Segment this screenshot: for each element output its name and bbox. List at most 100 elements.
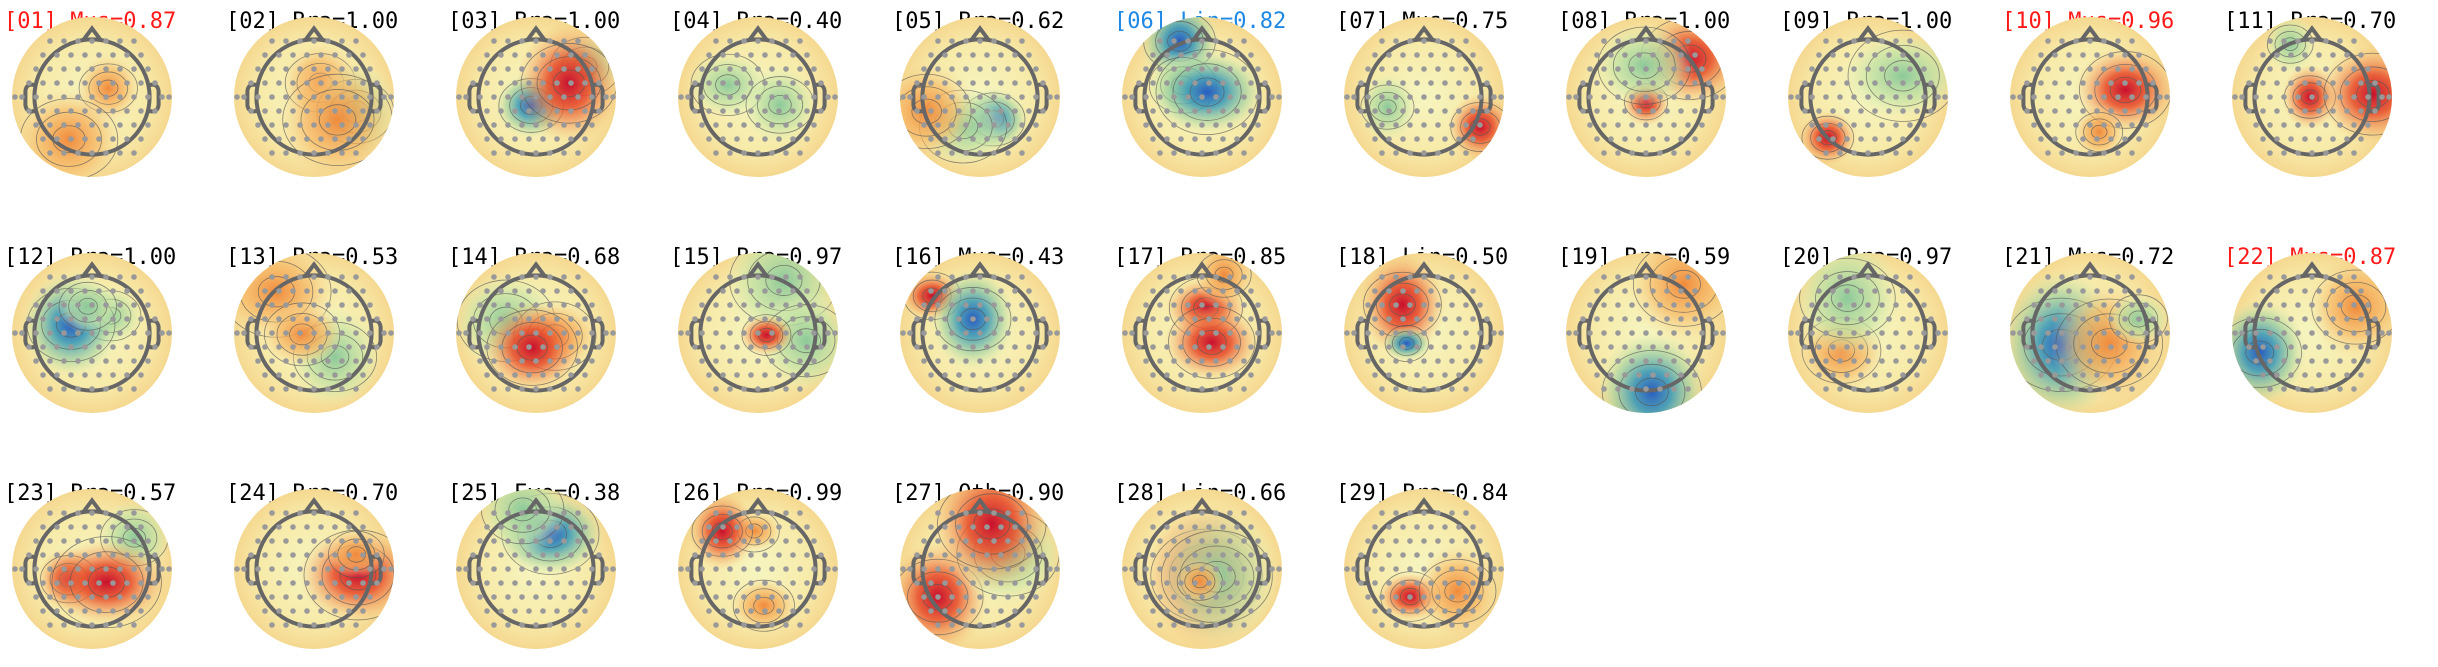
electrode (2323, 330, 2329, 336)
electrode (1498, 566, 1504, 572)
electrode (547, 594, 553, 600)
electrode (124, 344, 130, 350)
electrode (2288, 80, 2294, 86)
electrode (1365, 538, 1371, 544)
electrode (1005, 386, 1011, 392)
electrode (152, 316, 158, 322)
electrode (1914, 108, 1920, 114)
electrode (262, 316, 268, 322)
electrode (1823, 38, 1829, 44)
electrode (1150, 344, 1156, 350)
electrode (2157, 94, 2163, 100)
topomap-blob (758, 289, 838, 392)
electrode (921, 538, 927, 544)
electrode (1012, 608, 1018, 614)
electrode (1678, 136, 1684, 142)
electrode (339, 566, 345, 572)
electrode (825, 94, 831, 100)
electrode (1477, 94, 1483, 100)
electrode (769, 358, 775, 364)
electrode (1421, 330, 1427, 336)
electrode (519, 358, 525, 364)
electrode (2045, 330, 2051, 336)
electrode (353, 566, 359, 572)
electrode (977, 122, 983, 128)
electrode (977, 358, 983, 364)
electrode (110, 316, 116, 322)
electrode (1178, 372, 1184, 378)
electrode (1851, 122, 1857, 128)
electrode (1650, 108, 1656, 114)
electrode (1470, 552, 1476, 558)
electrode (699, 66, 705, 72)
electrode (818, 316, 824, 322)
electrode (1157, 566, 1163, 572)
electrode (2101, 94, 2107, 100)
electrode (311, 66, 317, 72)
electrode (367, 330, 373, 336)
electrode (942, 552, 948, 558)
electrode (804, 52, 810, 58)
electrode (1601, 38, 1607, 44)
electrode (374, 80, 380, 86)
electrode (1893, 38, 1899, 44)
electrode (2330, 80, 2336, 86)
electrode (1241, 122, 1247, 128)
electrode (2316, 80, 2322, 86)
electrode (755, 538, 761, 544)
electrode (346, 136, 352, 142)
electrode (589, 330, 595, 336)
electrode (519, 302, 525, 308)
electrode (1463, 274, 1469, 280)
electrode (2101, 274, 2107, 280)
electrode (2129, 358, 2135, 364)
electrode (755, 386, 761, 392)
electrode (166, 330, 172, 336)
electrode (1608, 372, 1614, 378)
electrode (360, 552, 366, 558)
electrode (1213, 302, 1219, 308)
electrode (1844, 344, 1850, 350)
electrode (269, 38, 275, 44)
electrode (54, 580, 60, 586)
electrode (1622, 288, 1628, 294)
electrode (388, 94, 394, 100)
electrode (1601, 150, 1607, 156)
electrode (1220, 136, 1226, 142)
electrode (152, 552, 158, 558)
electrode (942, 80, 948, 86)
electrode (255, 358, 261, 364)
electrode (1157, 94, 1163, 100)
electrode (1178, 80, 1184, 86)
electrode (1491, 566, 1497, 572)
electrode (783, 302, 789, 308)
electrode (692, 552, 698, 558)
electrode (75, 150, 81, 156)
electrode (790, 580, 796, 586)
electrode (1622, 344, 1628, 350)
electrode (2330, 108, 2336, 114)
electrode (1164, 580, 1170, 586)
electrode (262, 524, 268, 530)
electrode (290, 316, 296, 322)
electrode (1463, 566, 1469, 572)
electrode (2101, 150, 2107, 156)
electrode (1143, 594, 1149, 600)
electrode (706, 136, 712, 142)
electrode (2288, 372, 2294, 378)
electrode (33, 358, 39, 364)
electrode (1914, 52, 1920, 58)
electrode (1421, 386, 1427, 392)
electrode (804, 136, 810, 142)
electrode (1199, 122, 1205, 128)
electrode (783, 66, 789, 72)
contour-line (1801, 115, 1855, 160)
topomap-blob (2318, 44, 2392, 144)
electrode (977, 330, 983, 336)
electrode (75, 66, 81, 72)
electrode (970, 552, 976, 558)
electrode (575, 274, 581, 280)
electrode (346, 524, 352, 530)
electrode (1199, 538, 1205, 544)
